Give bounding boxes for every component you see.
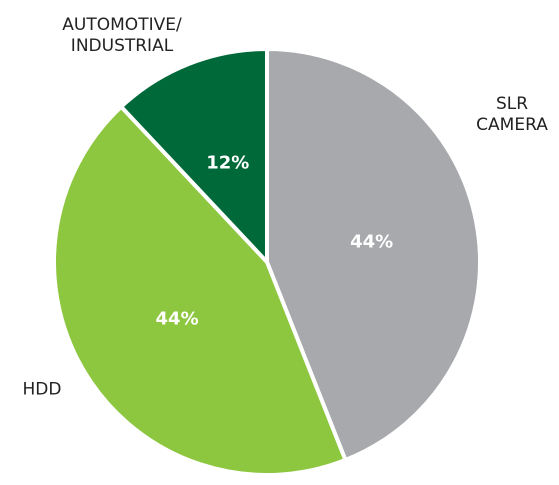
category-label: SLR CAMERA [476,94,548,135]
category-label: AUTOMOTIVE/ INDUSTRIAL [62,15,182,56]
pie-slice [265,47,482,463]
category-label: HDD [22,379,62,400]
pie-slice [119,47,269,264]
data-label: 44% [350,231,394,253]
data-label: 12% [206,152,250,174]
data-label: 44% [155,308,199,330]
pie-slice [52,104,348,477]
